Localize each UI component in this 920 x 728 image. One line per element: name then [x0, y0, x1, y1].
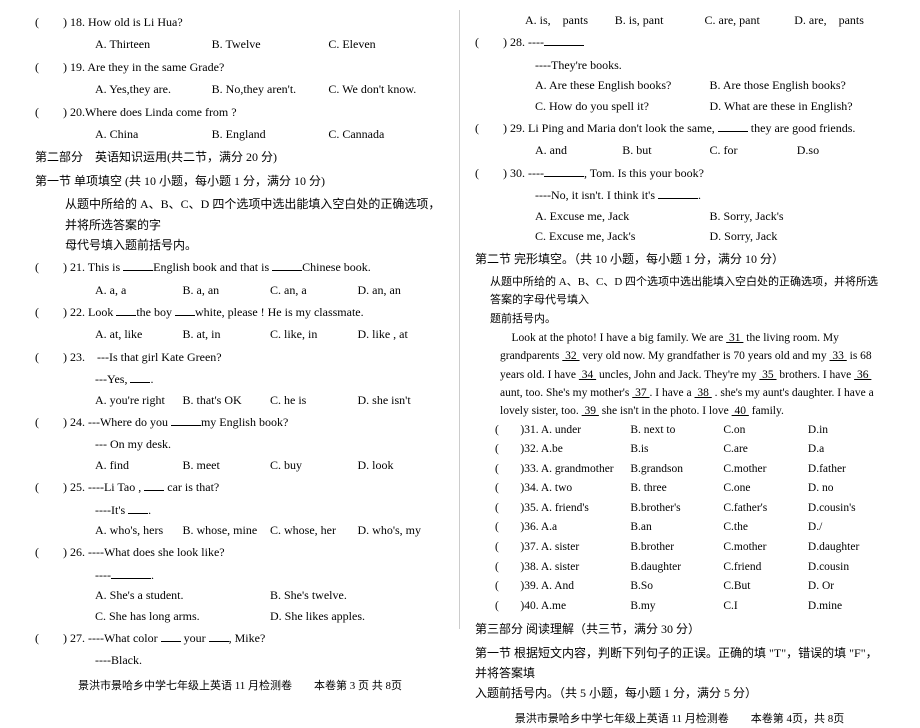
q21-opts: A. a, aB. a, anC. an, aD. an, an: [35, 280, 445, 300]
q27: () 27. ----What color your , Mike?: [35, 628, 445, 648]
cloze-row: ()38. A. sisterB.daughterC.friendD.cousi…: [495, 558, 884, 578]
q20: () 20.Where does Linda come from ?: [35, 102, 445, 122]
q23: () 23. ---Is that girl Kate Green?: [35, 347, 445, 367]
footer-left: 景洪市景哈乡中学七年级上英语 11 月检测卷 本卷第 3 页 共 8页: [35, 677, 445, 696]
blank: [272, 261, 302, 272]
q23-line2: ---Yes, .: [35, 369, 445, 389]
blank: [161, 631, 181, 642]
q24: () 24. ---Where do you my English book?: [35, 412, 445, 432]
q26-stem: ) 26. ----What does she look like?: [63, 545, 225, 559]
q26: () 26. ----What does she look like?: [35, 542, 445, 562]
q28-opts-cd: C. How do you spell it?D. What are these…: [475, 96, 884, 116]
q30-opts-ab: A. Excuse me, JackB. Sorry, Jack's: [475, 206, 884, 226]
q30-opts-cd: C. Excuse me, Jack'sD. Sorry, Jack: [475, 226, 884, 246]
blank: [128, 503, 148, 514]
q29: () 29. Li Ping and Maria don't look the …: [475, 118, 884, 138]
page-3: () 18. How old is Li Hua? A. ThirteenB. …: [20, 10, 460, 629]
q27-line2: ----Black.: [35, 650, 445, 670]
cloze-options-table: ()31. A. underB. next toC.onD.in()32. A.…: [475, 421, 884, 616]
part3-sec1b: 入题前括号内。（共 5 小题，每小题 1 分，满分 5 分）: [475, 683, 884, 703]
cloze-row: ()39. A. AndB.SoC.ButD. Or: [495, 577, 884, 597]
q19-opts: A. Yes,they are.B. No,they aren't.C. We …: [35, 79, 445, 99]
sec2-instr1: 从题中所给的 A、B、C、D 四个选项中选出能填入空白处的正确选项，并将所选答案…: [475, 273, 884, 310]
q24-line2: --- On my desk.: [35, 434, 445, 454]
sec1-header: 第一节 单项填空 (共 10 小题，每小题 1 分，满分 10 分): [35, 171, 445, 191]
cloze-row: ()34. A. twoB. threeC.oneD. no: [495, 479, 884, 499]
blank: [544, 166, 584, 177]
cloze-row: ()40. A.meB.myC.ID.mine: [495, 597, 884, 617]
sec2-header: 第二节 完形填空。（共 10 小题，每小题 1 分，满分 10 分）: [475, 249, 884, 269]
q23-opts: A. you're rightB. that's OKC. he isD. sh…: [35, 390, 445, 410]
part3-sec1a: 第一节 根据短文内容，判断下列句子的正误。正确的填 "T"，错误的填 "F"，并…: [475, 643, 884, 684]
q19: () 19. Are they in the same Grade?: [35, 57, 445, 77]
cloze-row: ()31. A. underB. next toC.onD.in: [495, 421, 884, 441]
q26-line2: ----.: [35, 565, 445, 585]
blank: [209, 631, 229, 642]
blank: [175, 305, 195, 316]
q23-stem: ) 23. ---Is that girl Kate Green?: [63, 350, 222, 364]
q30: () 30. ----, Tom. Is this your book?: [475, 163, 884, 183]
q22: () 22. Look the boy white, please ! He i…: [35, 302, 445, 322]
blank: [144, 480, 164, 491]
q24-opts: A. findB. meetC. buyD. look: [35, 455, 445, 475]
blank: [171, 415, 201, 426]
cloze-row: ()32. A.beB.isC.areD.a: [495, 440, 884, 460]
q20-stem: ) 20.Where does Linda come from ?: [63, 105, 237, 119]
q28-stem: ) 28. ----: [503, 35, 544, 49]
cloze-row: ()37. A. sisterB.brotherC.motherD.daught…: [495, 538, 884, 558]
q18-opts: A. ThirteenB. TwelveC. Eleven: [35, 34, 445, 54]
q18: () 18. How old is Li Hua?: [35, 12, 445, 32]
part2-header: 第二部分 英语知识运用(共二节，满分 20 分): [35, 147, 445, 167]
cloze-passage: Look at the photo! I have a big family. …: [475, 329, 884, 421]
q26-opts-ab: A. She's a student.B. She's twelve.: [35, 585, 445, 605]
q25: () 25. ----Li Tao , car is that?: [35, 477, 445, 497]
cloze-row: ()36. A.aB.anC.theD./: [495, 518, 884, 538]
q28: () 28. ----: [475, 32, 884, 52]
q30-line2: ----No, it isn't. I think it's .: [475, 185, 884, 205]
q18-stem: ) 18. How old is Li Hua?: [63, 15, 183, 29]
q27-opts: A. is, pantsB. is, pantC. are, pantD. ar…: [475, 10, 884, 30]
q26-opts-cd: C. She has long arms.D. She likes apples…: [35, 606, 445, 626]
blank: [116, 305, 136, 316]
blank: [718, 121, 748, 132]
q29-opts: A. andB. butC. forD.so: [475, 140, 884, 160]
blank: [123, 261, 153, 272]
blank: [658, 188, 698, 199]
sec1-instr1: 从题中所给的 A、B、C、D 四个选项中选出能填入空白处的正确选项，并将所选答案…: [35, 194, 445, 235]
q20-opts: A. ChinaB. EnglandC. Cannada: [35, 124, 445, 144]
blank: [111, 568, 151, 579]
q25-opts: A. who's, hersB. whose, mineC. whose, he…: [35, 520, 445, 540]
q19-stem: ) 19. Are they in the same Grade?: [63, 60, 224, 74]
q28-line2: ----They're books.: [475, 55, 884, 75]
q21: () 21. This is English book and that is …: [35, 257, 445, 277]
q28-opts-ab: A. Are these English books?B. Are those …: [475, 75, 884, 95]
footer-right: 景洪市景哈乡中学七年级上英语 11 月检测卷 本卷第 4页，共 8页: [475, 710, 884, 728]
sec2-instr2: 题前括号内。: [475, 310, 884, 329]
blank: [544, 36, 584, 47]
page-4: A. is, pantsB. is, pantC. are, pantD. ar…: [459, 10, 899, 629]
blank: [130, 372, 150, 383]
sec1-instr2: 母代号填入题前括号内。: [35, 235, 445, 255]
q25-line2: ----It's .: [35, 500, 445, 520]
cloze-row: ()35. A. friend'sB.brother'sC.father'sD.…: [495, 499, 884, 519]
q22-opts: A. at, likeB. at, inC. like, inD. like ,…: [35, 324, 445, 344]
cloze-row: ()33. A. grandmotherB.grandsonC.motherD.…: [495, 460, 884, 480]
part3-header: 第三部分 阅读理解（共三节，满分 30 分）: [475, 619, 884, 639]
